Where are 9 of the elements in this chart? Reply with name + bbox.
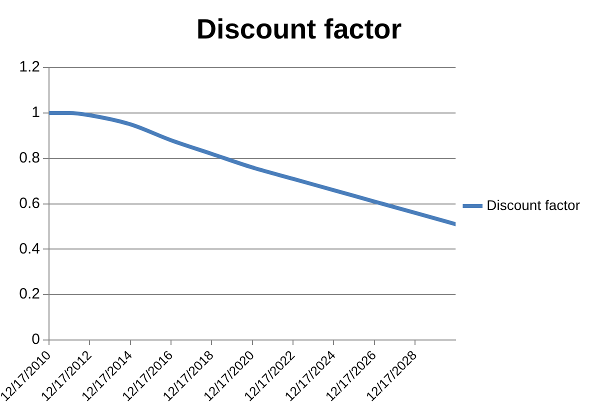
y-tick-label: 0 xyxy=(32,331,40,348)
y-tick-label: 0.6 xyxy=(19,194,40,212)
y-tick-label: 0.8 xyxy=(19,150,40,167)
legend-label: Discount factor xyxy=(486,196,580,213)
y-tick-label: 0.4 xyxy=(19,240,40,258)
y-tick-label: 1.2 xyxy=(19,58,40,76)
y-tick-label: 1 xyxy=(32,104,40,122)
chart-title: Discount factor xyxy=(196,14,402,45)
y-tick-label: 0.2 xyxy=(19,286,40,303)
